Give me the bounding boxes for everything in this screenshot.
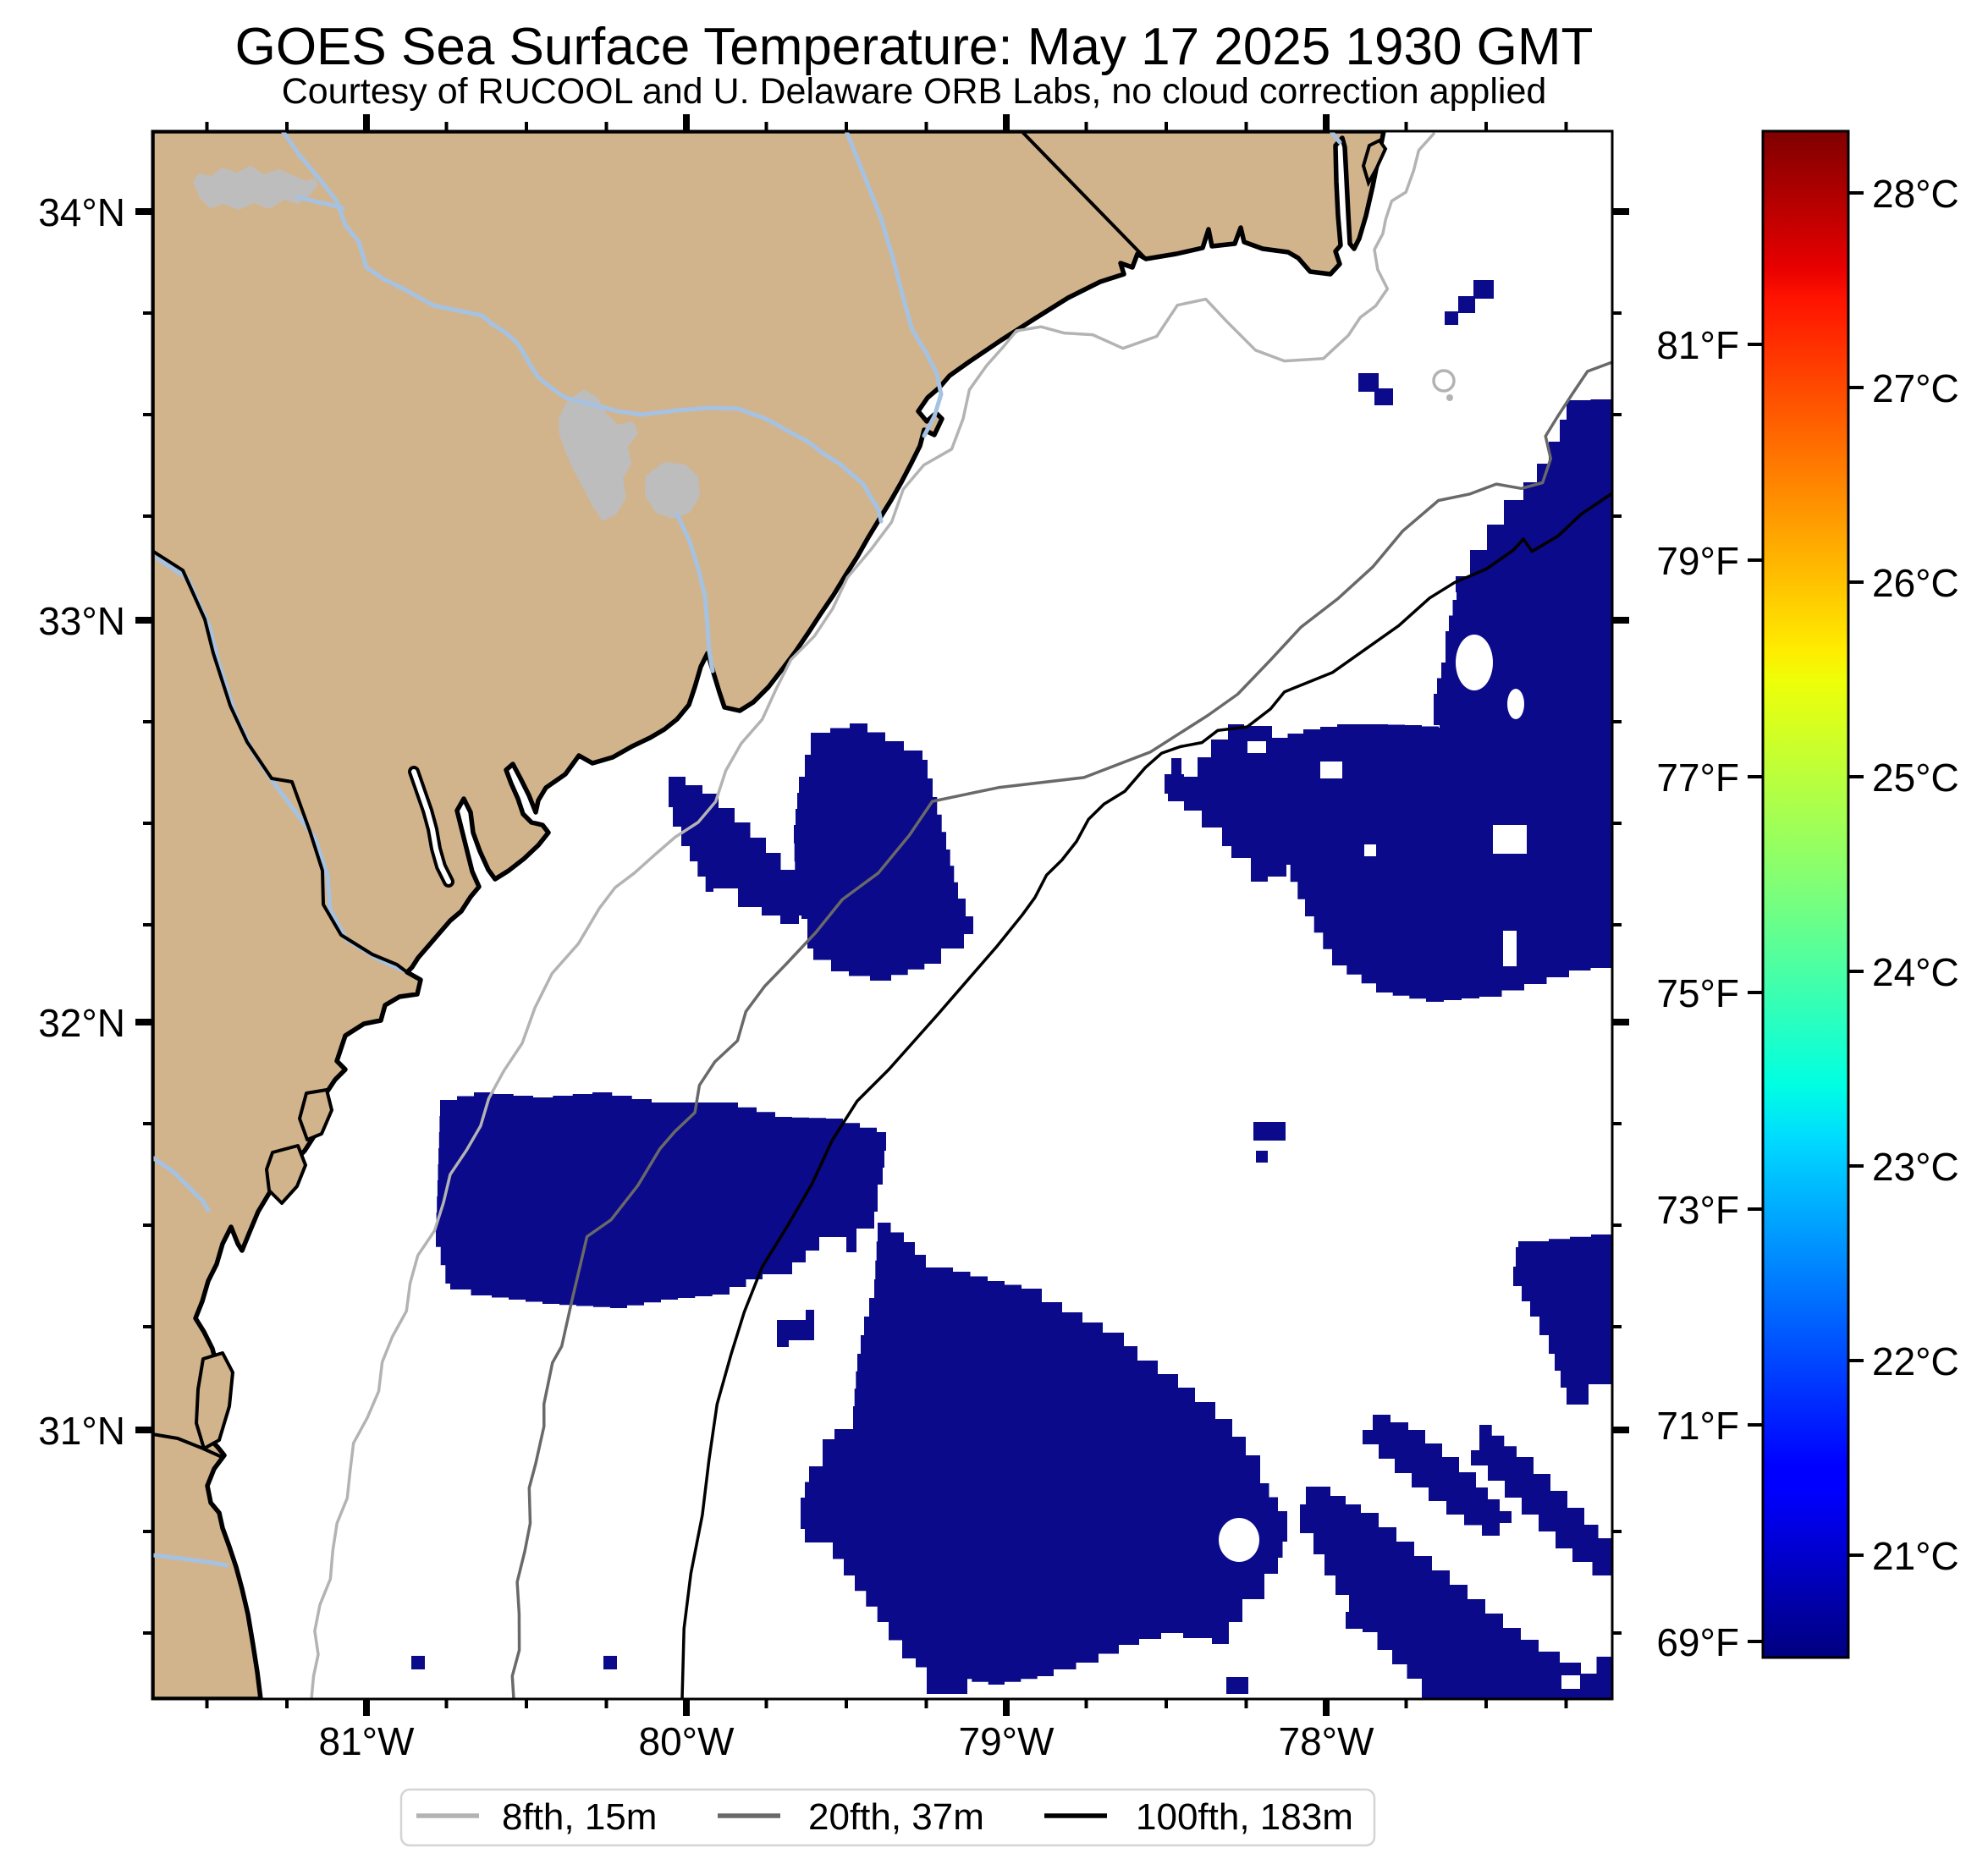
svg-text:79°W: 79°W: [959, 1719, 1055, 1763]
svg-text:71°F: 71°F: [1656, 1404, 1739, 1448]
svg-text:21°C: 21°C: [1872, 1534, 1959, 1578]
svg-text:73°F: 73°F: [1656, 1188, 1739, 1232]
svg-text:Courtesy of RUCOOL and U. Dela: Courtesy of RUCOOL and U. Delaware ORB L…: [282, 71, 1547, 112]
svg-text:78°W: 78°W: [1279, 1719, 1375, 1763]
svg-text:22°C: 22°C: [1872, 1339, 1959, 1383]
svg-text:27°C: 27°C: [1872, 366, 1959, 410]
svg-text:8fth, 15m: 8fth, 15m: [502, 1796, 657, 1838]
svg-text:100fth, 183m: 100fth, 183m: [1136, 1796, 1353, 1838]
svg-text:24°C: 24°C: [1872, 950, 1959, 994]
svg-text:33°N: 33°N: [38, 599, 125, 643]
svg-text:79°F: 79°F: [1656, 539, 1739, 583]
svg-text:32°N: 32°N: [38, 1001, 125, 1045]
svg-text:80°W: 80°W: [639, 1719, 735, 1763]
svg-text:81°F: 81°F: [1656, 323, 1739, 367]
svg-text:25°C: 25°C: [1872, 756, 1959, 800]
svg-text:75°F: 75°F: [1656, 971, 1739, 1015]
svg-text:77°F: 77°F: [1656, 756, 1739, 800]
svg-text:GOES Sea Surface Temperature:: GOES Sea Surface Temperature: May 17 202…: [235, 18, 1594, 76]
svg-text:20fth, 37m: 20fth, 37m: [808, 1796, 984, 1838]
svg-text:34°N: 34°N: [38, 190, 125, 234]
svg-text:31°N: 31°N: [38, 1409, 125, 1453]
svg-text:23°C: 23°C: [1872, 1145, 1959, 1189]
svg-text:69°F: 69°F: [1656, 1620, 1739, 1664]
svg-text:28°C: 28°C: [1872, 172, 1959, 216]
svg-text:26°C: 26°C: [1872, 561, 1959, 605]
svg-text:81°W: 81°W: [319, 1719, 416, 1763]
